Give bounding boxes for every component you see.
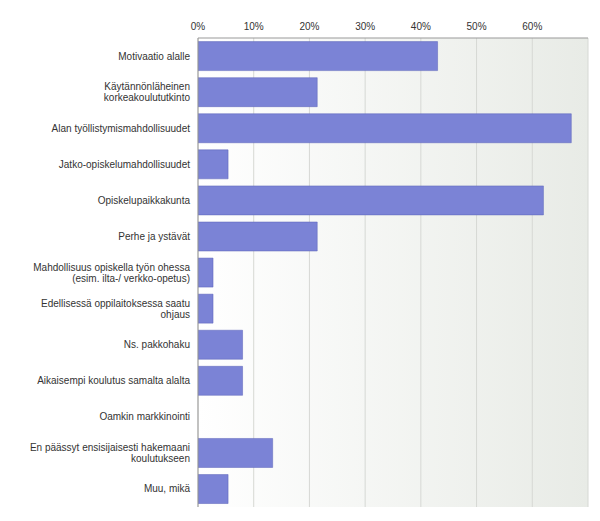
svg-text:Motivaatio alalle: Motivaatio alalle: [118, 51, 190, 62]
svg-text:Alan työllistymismahdollisuude: Alan työllistymismahdollisuudet: [52, 123, 191, 134]
svg-text:30%: 30%: [355, 21, 375, 32]
svg-text:60%: 60%: [522, 21, 542, 32]
svg-text:Jatko-opiskelumahdollisuudet: Jatko-opiskelumahdollisuudet: [59, 159, 190, 170]
svg-text:20%: 20%: [299, 21, 319, 32]
svg-text:50%: 50%: [467, 21, 487, 32]
svg-text:Oamkin markkinointi: Oamkin markkinointi: [99, 411, 190, 422]
svg-text:En päässyt ensisijaisesti hake: En päässyt ensisijaisesti hakemaanikoulu…: [30, 442, 190, 464]
svg-text:0%: 0%: [191, 21, 206, 32]
svg-text:Muu, mikä: Muu, mikä: [144, 483, 191, 494]
svg-text:Ns. pakkohaku: Ns. pakkohaku: [124, 339, 190, 350]
svg-text:Perhe ja ystävät: Perhe ja ystävät: [118, 231, 190, 242]
svg-text:40%: 40%: [411, 21, 431, 32]
svg-text:Mahdollisuus opiskella työn oh: Mahdollisuus opiskella työn ohessa(esim.…: [33, 262, 190, 284]
svg-text:Aikaisempi koulutus samalta al: Aikaisempi koulutus samalta alalta: [37, 375, 190, 386]
svg-text:Käytännönläheinenkorkeakoulutu: Käytännönläheinenkorkeakoulututkinto: [104, 81, 191, 103]
svg-text:10%: 10%: [244, 21, 264, 32]
svg-text:Edellisessä oppilaitoksessa sa: Edellisessä oppilaitoksessa saatuohjaus: [41, 298, 190, 320]
svg-text:Opiskelupaikkakunta: Opiskelupaikkakunta: [98, 195, 191, 206]
